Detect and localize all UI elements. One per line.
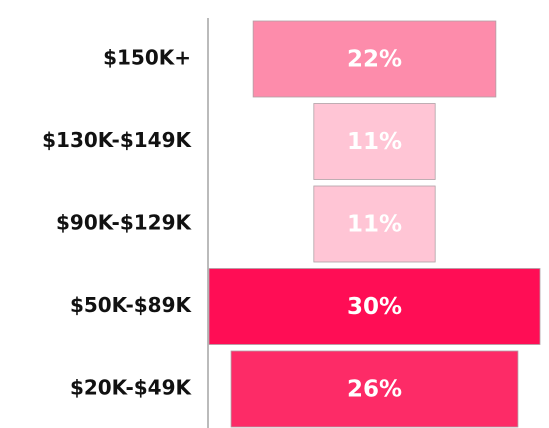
value-label: 26% — [347, 377, 402, 403]
value-label: 11% — [347, 212, 402, 238]
funnel-bar — [313, 185, 436, 263]
value-label: 22% — [347, 47, 402, 73]
category-label: $130K-$149K — [42, 128, 192, 152]
category-label: $90K-$129K — [56, 211, 192, 235]
value-label: 11% — [347, 129, 402, 155]
category-label: $150K+ — [103, 46, 191, 70]
funnel-bar — [313, 103, 436, 180]
funnel-bar — [252, 20, 497, 98]
funnel-bar — [208, 268, 541, 345]
category-label: $20K-$49K — [70, 376, 193, 400]
category-label: $50K-$89K — [70, 293, 193, 317]
funnel-bar — [230, 350, 519, 428]
value-label: 30% — [347, 294, 402, 320]
